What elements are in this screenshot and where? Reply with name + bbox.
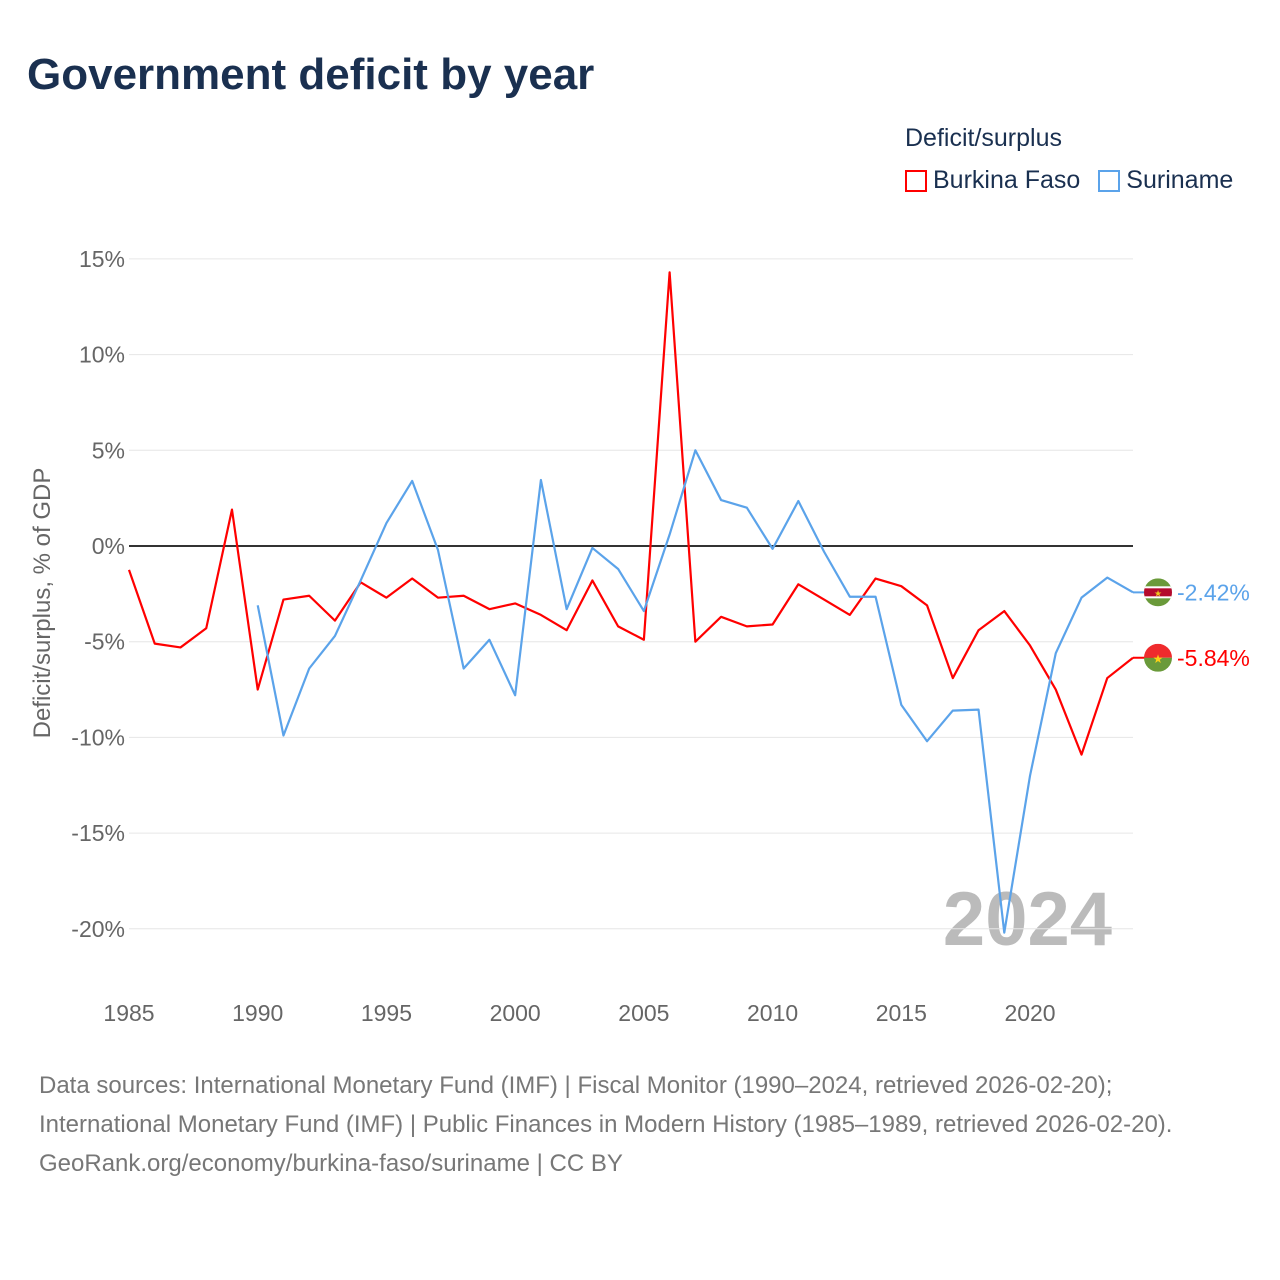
x-tick-label: 1995 — [361, 1000, 412, 1026]
x-tick-label: 1990 — [232, 1000, 283, 1026]
y-tick-label: 0% — [92, 533, 125, 559]
y-tick-label: 10% — [79, 342, 125, 368]
legend: Burkina Faso Suriname — [905, 166, 1233, 195]
svg-text:★: ★ — [1154, 588, 1162, 598]
y-tick-label: 15% — [79, 246, 125, 272]
legend-title: Deficit/surplus — [905, 124, 1062, 152]
y-tick-label: -20% — [71, 916, 125, 942]
data-sources: Data sources: International Monetary Fun… — [39, 1072, 1173, 1138]
y-tick-label: 5% — [92, 437, 125, 463]
x-tick-label: 2010 — [747, 1000, 798, 1026]
flag-icon: ★ — [1144, 578, 1172, 607]
flag-icon: ★ — [1144, 643, 1172, 672]
end-value-label: -5.84% — [1177, 645, 1250, 671]
x-tick-label: 2005 — [618, 1000, 669, 1026]
x-tick-label: 2015 — [876, 1000, 927, 1026]
series-line-suriname — [256, 449, 1134, 934]
y-tick-label: -15% — [71, 820, 125, 846]
svg-text:★: ★ — [1153, 652, 1164, 666]
legend-label: Burkina Faso — [933, 166, 1081, 194]
x-tick-label: 2020 — [1004, 1000, 1055, 1026]
legend-label: Suriname — [1126, 166, 1234, 194]
y-axis-label: Deficit/surplus, % of GDP — [29, 468, 56, 739]
end-value-label: -2.42% — [1177, 579, 1250, 605]
y-tick-label: -10% — [71, 724, 125, 750]
y-tick-label: -5% — [84, 629, 125, 655]
legend-item-burkina-faso[interactable]: Burkina Faso — [905, 166, 1080, 195]
footer: Data sources: International Monetary Fun… — [39, 1066, 1239, 1183]
year-watermark: 2024 — [943, 877, 1112, 962]
x-tick-label: 1985 — [103, 1000, 154, 1026]
chart-title: Government deficit by year — [27, 50, 595, 99]
legend-item-suriname[interactable]: Suriname — [1098, 166, 1233, 195]
credit-link[interactable]: GeoRank.org/economy/burkina-faso/surinam… — [39, 1150, 623, 1177]
series-line-burkina-faso — [127, 271, 1134, 756]
legend-swatch — [1098, 169, 1121, 192]
x-tick-label: 2000 — [490, 1000, 541, 1026]
legend-swatch — [905, 169, 927, 192]
